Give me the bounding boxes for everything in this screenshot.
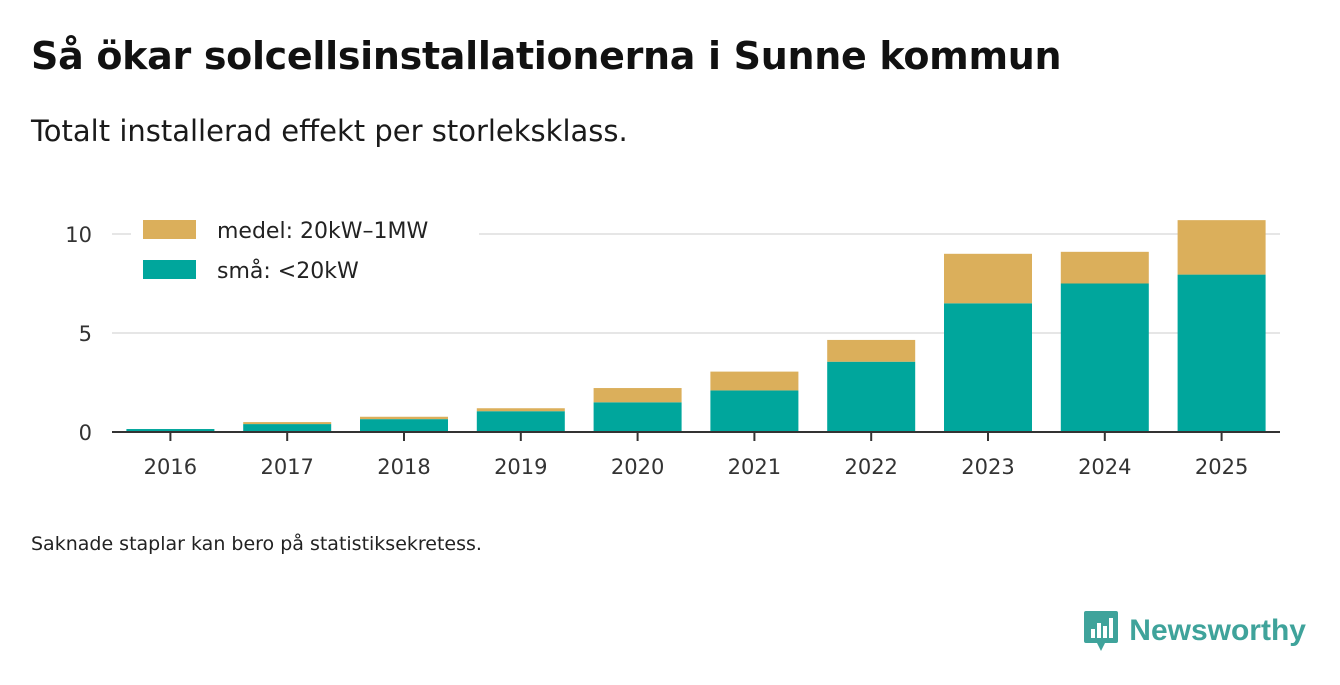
bar-medium-2018: [360, 416, 448, 420]
bars: [126, 220, 1266, 432]
newsworthy-chart-icon: [1084, 611, 1119, 651]
legend-swatch-medium: [143, 220, 196, 239]
chart-title: Så ökar solcellsinstallationerna i Sunne…: [31, 34, 1062, 78]
bar-small-2024: [1060, 283, 1149, 432]
legend-label-small: små: <20kW: [217, 258, 359, 284]
x-tick-label-2018: 2018: [377, 455, 430, 479]
bar-medium-2021: [710, 371, 799, 391]
bar-medium-2017: [243, 422, 332, 425]
bar-medium-2024: [1060, 251, 1149, 284]
y-tick-label: 0: [79, 421, 92, 445]
chart-subtitle: Totalt installerad effekt per storlekskl…: [31, 114, 628, 148]
bar-small-2017: [243, 424, 332, 432]
bar-small-2016: [126, 429, 215, 432]
x-tick-label-2020: 2020: [611, 455, 664, 479]
bar-small-2021: [710, 390, 799, 432]
bar-small-2025: [1177, 274, 1266, 432]
bar-medium-2019: [476, 408, 565, 412]
bar-small-2020: [593, 402, 682, 432]
x-axis: 2016 2017 2018 2019 2020 2021 2022 2023 2024 2025: [112, 431, 1280, 479]
bar-medium-2023: [944, 253, 1032, 304]
y-tick-label: 5: [79, 322, 92, 346]
newsworthy-logo: Newsworthy: [1083, 610, 1306, 652]
brand-name: Newsworthy: [1129, 614, 1306, 647]
y-tick-label: 10: [65, 223, 92, 247]
bar-small-2022: [827, 361, 916, 432]
bar-medium-2020: [593, 388, 682, 403]
x-tick-label-2016: 2016: [144, 455, 197, 479]
x-tick-label-2021: 2021: [728, 455, 781, 479]
bar-small-2018: [360, 419, 448, 432]
bar-small-2019: [476, 411, 565, 432]
x-tick-label-2022: 2022: [844, 455, 897, 479]
bar-small-2023: [944, 303, 1032, 432]
x-tick-label-2023: 2023: [961, 455, 1014, 479]
legend-swatch-small: [143, 260, 196, 279]
bar-medium-2022: [827, 339, 916, 362]
bar-medium-2025: [1177, 220, 1266, 275]
x-tick-label-2025: 2025: [1195, 455, 1248, 479]
x-tick-label-2019: 2019: [494, 455, 547, 479]
legend-label-medium: medel: 20kW–1MW: [217, 219, 428, 244]
footnote: Saknade staplar kan bero på statistiksek…: [31, 533, 482, 555]
x-tick-label-2017: 2017: [260, 455, 313, 479]
legend: medel: 20kW–1MW små: <20kW: [131, 214, 479, 292]
x-tick-label-2024: 2024: [1078, 455, 1131, 479]
bar-chart: 0 5 10 2016 2017 2018 2019 2020 2021 2022 2023 202…: [65, 214, 1280, 479]
